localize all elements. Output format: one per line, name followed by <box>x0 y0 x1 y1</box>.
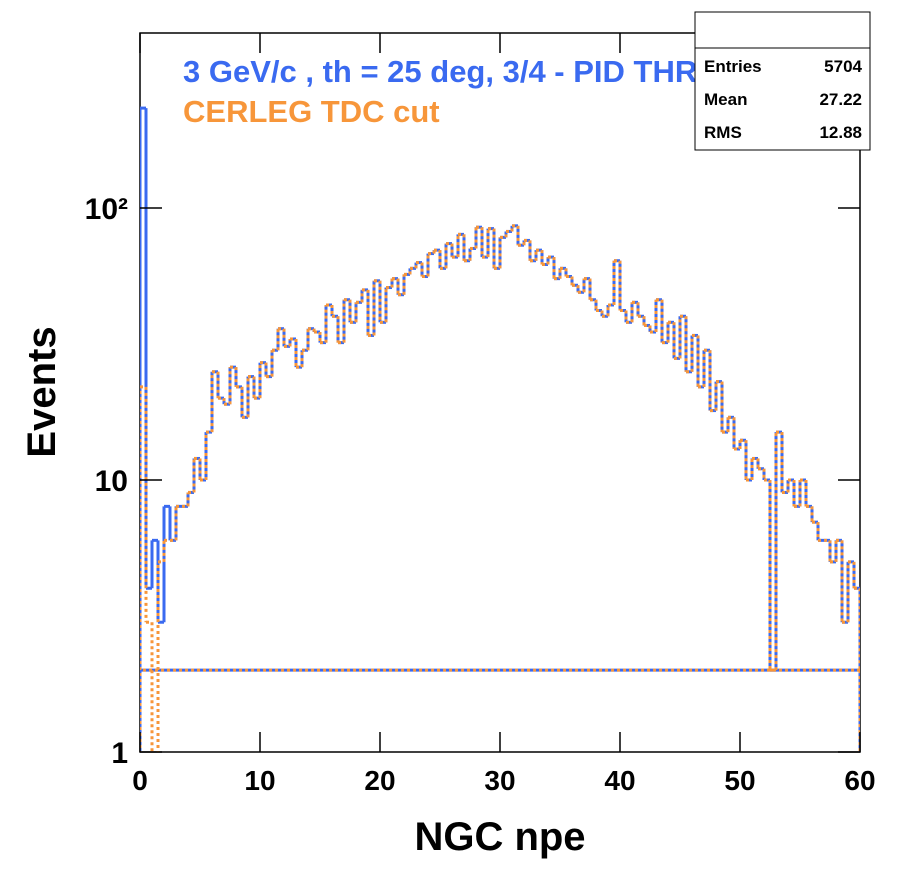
x-tick-label: 50 <box>724 765 755 796</box>
y-tick-label: 10² <box>85 193 128 226</box>
stats-value: 12.88 <box>819 123 862 142</box>
stats-label: Mean <box>704 90 747 109</box>
x-tick-label: 30 <box>484 765 515 796</box>
axes: 0 10 20 30 40 50 60 1 10 10² <box>85 33 876 796</box>
stats-value: 5704 <box>824 57 862 76</box>
stats-value: 27.22 <box>819 90 862 109</box>
legend-label: CERLEG TDC cut <box>183 94 440 129</box>
histogram-area <box>140 106 860 752</box>
y-tick-label: 10 <box>95 465 128 498</box>
stats-label: Entries <box>704 57 762 76</box>
y-tick-label: 1 <box>111 737 128 770</box>
stats-body <box>694 47 871 151</box>
x-tick-label: 10 <box>244 765 275 796</box>
x-axis-label: NGC npe <box>414 815 585 859</box>
x-tick-label: 40 <box>604 765 635 796</box>
legend-label: 3 GeV/c , th = 25 deg, 3/4 - PID THRS. a… <box>183 54 790 89</box>
stats-title-box <box>694 11 871 49</box>
x-tick-label: 20 <box>364 765 395 796</box>
y-axis-label: Events <box>20 326 64 457</box>
x-tick-label: 0 <box>132 765 148 796</box>
stats-label: RMS <box>704 123 742 142</box>
x-tick-label: 60 <box>844 765 875 796</box>
stats-box: Entries 5704 Mean 27.22 RMS 12.88 <box>694 11 871 151</box>
